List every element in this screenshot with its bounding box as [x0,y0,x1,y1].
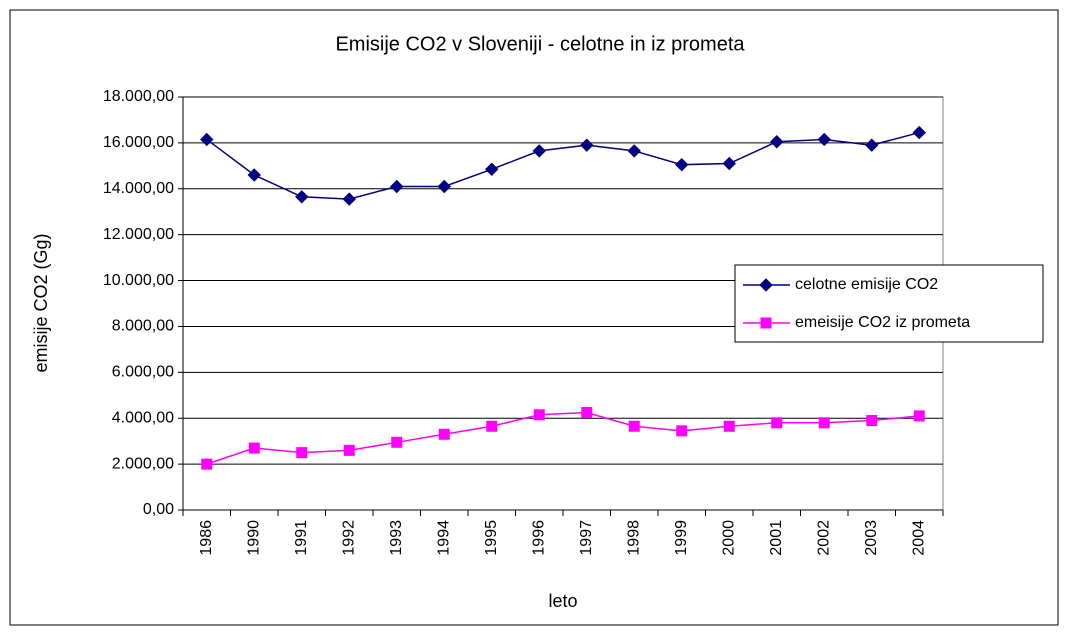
point [201,458,213,470]
point [866,415,878,427]
x-tick-label: 1986 [198,520,215,556]
point [676,425,688,437]
y-tick-label: 10.000,00 [103,272,174,289]
x-tick-label: 1999 [673,520,690,556]
point [912,125,926,140]
x-tick-label: 1991 [293,520,310,556]
y-tick-label: 8.000,00 [112,318,174,335]
y-tick-label: 6.000,00 [112,364,174,381]
point [343,444,355,456]
point [247,168,261,182]
x-tick-label: 1998 [625,520,642,556]
point [771,417,783,429]
point [295,190,309,204]
point [627,144,641,158]
y-tick-label: 18.000,00 [103,88,174,105]
x-tick-label: 1993 [388,520,405,556]
y-axis-title: emisije CO2 (Gg) [31,233,51,372]
point [770,135,784,149]
legend-label: emeisije CO2 iz prometa [795,314,970,331]
legend [734,264,1044,343]
point [532,144,546,158]
x-tick-label: 2000 [720,520,737,556]
x-tick-label: 1996 [530,520,547,556]
point [342,192,356,206]
point [913,410,925,422]
x-axis-title: leto [548,591,577,611]
y-tick-label: 16.000,00 [103,134,174,151]
legend-marker [759,278,773,292]
series-line [206,411,920,465]
y-tick-label: 0,00 [143,501,174,518]
point [628,420,640,432]
x-tick-label: 2001 [768,520,785,556]
x-tick-label: 1992 [340,520,357,556]
point [865,138,879,152]
point [248,442,260,454]
x-tick-label: 1994 [435,520,452,556]
point [581,406,593,418]
point [296,447,308,459]
point [391,436,403,448]
point [200,132,214,147]
point [485,162,499,176]
y-tick-label: 4.000,00 [112,409,174,426]
point [723,420,735,432]
point [437,179,451,194]
series-line [206,131,920,200]
point [818,417,830,429]
point [486,420,498,432]
y-tick-label: 14.000,00 [103,180,174,197]
x-tick-label: 1995 [483,520,500,556]
legend-marker [760,317,772,329]
y-tick-label: 2.000,00 [112,455,174,472]
x-tick-label: 2002 [815,520,832,556]
x-tick-label: 2003 [863,520,880,556]
point [675,157,689,172]
point [580,138,594,152]
point [817,132,831,147]
x-tick-label: 1990 [245,520,262,556]
chart-title: Emisije CO2 v Sloveniji - celotne in iz … [335,33,745,55]
x-tick-label: 1997 [578,520,595,556]
x-tick-label: 2004 [910,520,927,556]
legend-label: celotne emisije CO2 [795,276,938,293]
point [390,179,404,194]
y-tick-label: 12.000,00 [103,226,174,243]
point [438,428,450,440]
point [533,409,545,421]
point [722,156,736,171]
